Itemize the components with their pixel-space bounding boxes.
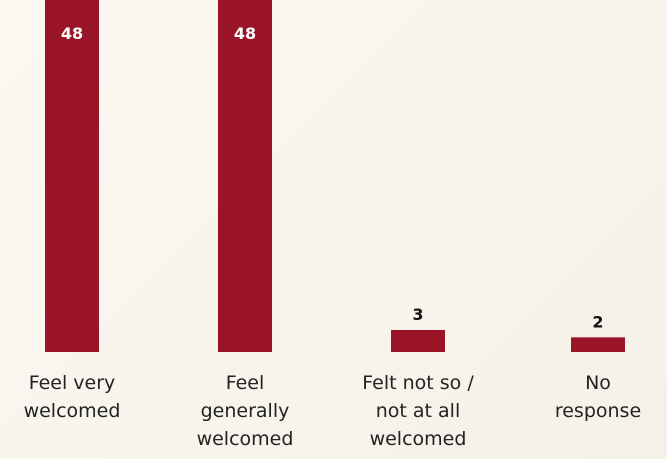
category-label-0: Feel very welcomed xyxy=(24,372,121,422)
category-label-1: Feel generally welcomed xyxy=(197,372,294,450)
bar-2 xyxy=(391,330,445,352)
category-label-line: Feel very xyxy=(29,372,116,394)
data-label-2: 3 xyxy=(412,305,423,324)
category-label-line: Feel xyxy=(226,372,265,394)
category-label-2: Felt not so / not at all welcomed xyxy=(362,372,474,450)
category-label-line: Felt not so / xyxy=(362,372,474,394)
bar-3 xyxy=(571,337,625,352)
category-label-line: welcomed xyxy=(370,428,467,450)
category-label-line: welcomed xyxy=(197,428,294,450)
bar-0 xyxy=(45,0,99,352)
data-label-0: 48 xyxy=(61,24,83,43)
category-label-3: No response xyxy=(555,372,641,422)
category-label-line: not at all xyxy=(376,400,461,422)
category-label-line: welcomed xyxy=(24,400,121,422)
bar-1 xyxy=(218,0,272,352)
data-label-3: 2 xyxy=(592,312,603,331)
data-label-1: 48 xyxy=(234,24,256,43)
category-label-line: response xyxy=(555,400,641,422)
category-label-line: generally xyxy=(201,400,290,422)
category-label-line: No xyxy=(585,372,611,394)
